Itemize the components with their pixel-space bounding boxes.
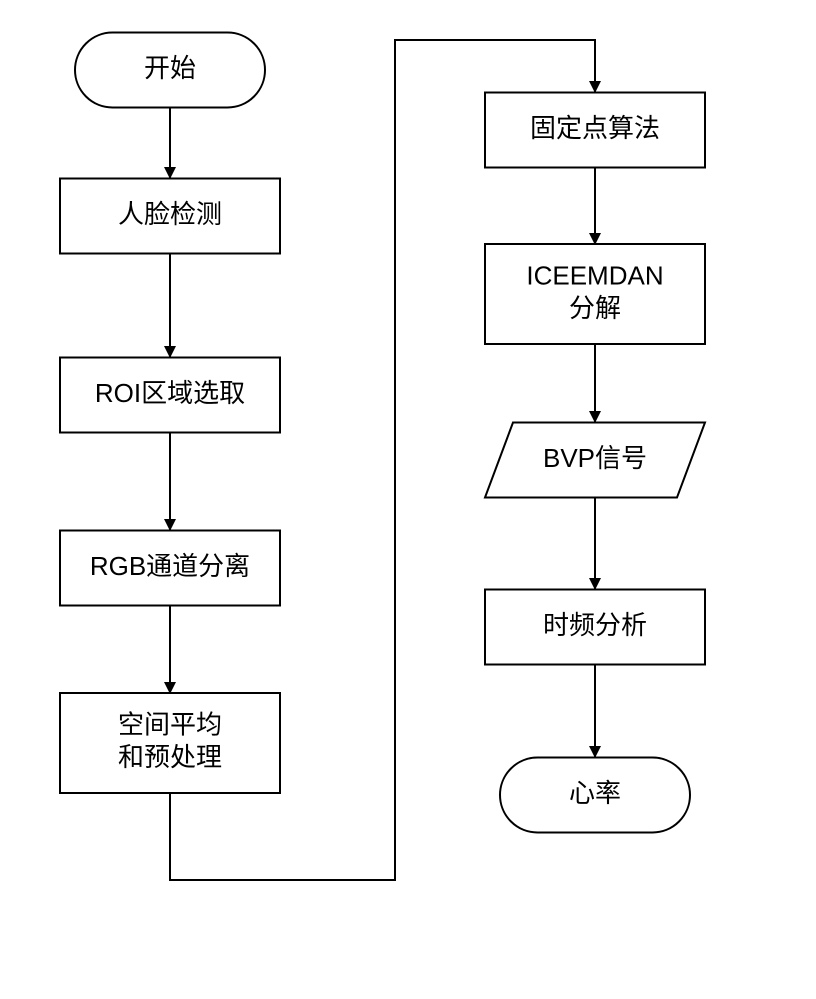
flow-node-bvp: BVP信号	[485, 423, 705, 498]
flow-node-face: 人脸检测	[60, 179, 280, 254]
flow-node-label: 心率	[569, 778, 621, 808]
flow-node-label: 空间平均	[118, 710, 222, 740]
flowchart-svg: 开始人脸检测ROI区域选取RGB通道分离空间平均和预处理固定点算法ICEEMDA…	[0, 0, 816, 999]
flow-node-fixedpoint: 固定点算法	[485, 93, 705, 168]
flow-node-label: 时频分析	[543, 610, 647, 640]
flow-node-start: 开始	[75, 33, 265, 108]
flow-node-label: 和预处理	[118, 742, 222, 772]
flow-node-label: 人脸检测	[118, 199, 222, 229]
flow-node-iceemdan: ICEEMDAN分解	[485, 244, 705, 344]
flow-node-preproc: 空间平均和预处理	[60, 693, 280, 793]
flow-node-hr: 心率	[500, 758, 690, 833]
flow-node-label: 固定点算法	[530, 113, 660, 143]
flow-node-label: 分解	[569, 293, 621, 323]
flow-node-label: ROI区域选取	[95, 378, 245, 408]
flow-node-freq: 时频分析	[485, 590, 705, 665]
flow-node-roi: ROI区域选取	[60, 358, 280, 433]
flow-node-rgb: RGB通道分离	[60, 531, 280, 606]
flow-node-label: ICEEMDAN	[526, 261, 663, 291]
flow-node-label: RGB通道分离	[90, 551, 250, 581]
flow-node-label: BVP信号	[543, 443, 647, 473]
flow-node-label: 开始	[144, 53, 196, 83]
